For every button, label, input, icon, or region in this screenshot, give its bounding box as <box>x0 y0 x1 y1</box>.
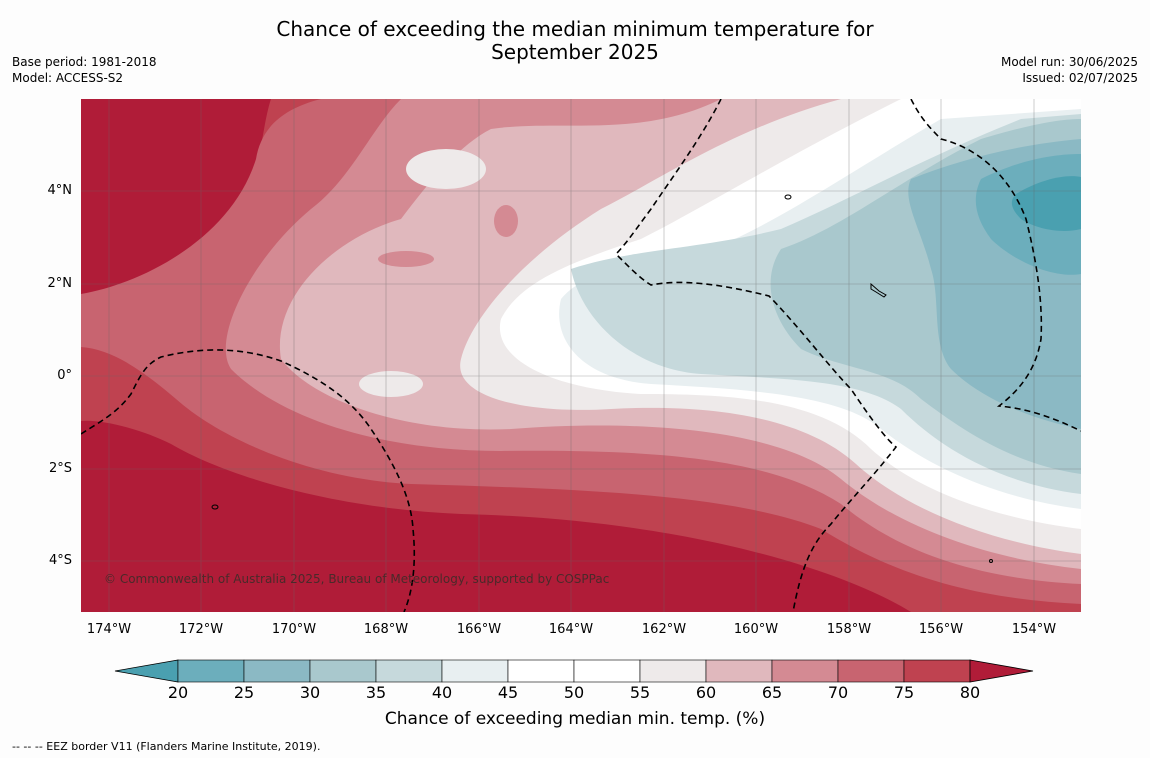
colorbar-tick-35: 35 <box>365 683 387 702</box>
metadata-right: Model run: 30/06/2025 Issued: 02/07/2025 <box>1001 54 1138 86</box>
title-line-1: Chance of exceeding the median minimum t… <box>276 17 874 41</box>
colorbar-extend-low <box>114 659 179 683</box>
copyright-notice: © Commonwealth of Australia 2025, Bureau… <box>104 572 610 586</box>
lon-label-154w: 154°W <box>1011 622 1057 637</box>
colorbar-tick-55: 55 <box>629 683 651 702</box>
lon-label-162w: 162°W <box>641 622 687 637</box>
model-run: Model run: 30/06/2025 <box>1000 55 1138 69</box>
colorbar-tick-70: 70 <box>827 683 849 702</box>
eez-borders <box>81 99 1081 612</box>
colorbar <box>114 659 1034 683</box>
islands <box>211 194 993 563</box>
colorbar-segment <box>573 659 641 683</box>
eez-border-central <box>614 99 898 612</box>
map-canvas <box>81 99 1081 612</box>
lon-label-160w: 160°W <box>733 622 779 637</box>
colorbar-segment <box>903 659 971 683</box>
colorbar-segment <box>507 659 575 683</box>
colorbar-tick-75: 75 <box>893 683 915 702</box>
contour-blob-cool <box>406 149 486 189</box>
lon-label-156w: 156°W <box>918 622 964 637</box>
colorbar-segment <box>837 659 905 683</box>
lat-label-2n: 2°N <box>47 276 73 291</box>
colorbar-tick-25: 25 <box>233 683 255 702</box>
colorbar-segment <box>441 659 509 683</box>
lat-label-0: 0° <box>57 368 72 383</box>
colorbar-segment <box>771 659 839 683</box>
colorbar-tick-50: 50 <box>563 683 585 702</box>
lon-label-174w: 174°W <box>86 622 132 637</box>
lon-label-172w: 172°W <box>178 622 224 637</box>
colorbar-extend-high <box>969 659 1034 683</box>
colorbar-tick-65: 65 <box>761 683 783 702</box>
lon-label-164w: 164°W <box>548 622 594 637</box>
map-title: Chance of exceeding the median minimum t… <box>0 18 1150 64</box>
probability-map <box>81 99 1081 612</box>
island-1 <box>784 194 792 200</box>
colorbar-segment <box>705 659 773 683</box>
title-line-2: September 2025 <box>491 40 659 64</box>
contour-blob-equator <box>359 371 423 397</box>
colorbar-segments <box>114 659 1034 683</box>
lon-label-168w: 168°W <box>363 622 409 637</box>
colorbar-segment <box>243 659 311 683</box>
island-4 <box>989 559 993 563</box>
lat-label-4s: 4°S <box>48 553 72 568</box>
colorbar-tick-45: 45 <box>497 683 519 702</box>
eez-border-east <box>910 99 1081 432</box>
metadata-left: Base period: 1981-2018 Model: ACCESS-S2 <box>12 54 157 86</box>
lat-label-2s: 2°S <box>48 461 72 476</box>
colorbar-tick-80: 80 <box>959 683 981 702</box>
eez-footnote: -- -- -- EEZ border V11 (Flanders Marine… <box>12 740 321 753</box>
lon-label-158w: 158°W <box>826 622 872 637</box>
contour-blob-warm <box>378 251 434 267</box>
lat-label-4n: 4°N <box>47 183 73 198</box>
contour-blob-warm-2 <box>494 205 518 237</box>
colorbar-title: Chance of exceeding median min. temp. (%… <box>384 709 766 729</box>
colorbar-tick-30: 30 <box>299 683 321 702</box>
colorbar-tick-60: 60 <box>695 683 717 702</box>
colorbar-tick-20: 20 <box>167 683 189 702</box>
graticule <box>81 99 1081 612</box>
lon-label-166w: 166°W <box>456 622 502 637</box>
colorbar-segment <box>639 659 707 683</box>
lon-label-170w: 170°W <box>271 622 317 637</box>
base-period: Base period: 1981-2018 <box>12 55 157 69</box>
island-2 <box>870 282 887 298</box>
colorbar-segment <box>177 659 245 683</box>
model-name: Model: ACCESS-S2 <box>12 71 124 85</box>
eez-border-west <box>81 349 416 612</box>
island-3 <box>211 504 219 510</box>
colorbar-segment <box>309 659 377 683</box>
issued-date: Issued: 02/07/2025 <box>1022 71 1138 85</box>
colorbar-segment <box>375 659 443 683</box>
band-below-20 <box>1011 176 1081 231</box>
colorbar-tick-40: 40 <box>431 683 453 702</box>
